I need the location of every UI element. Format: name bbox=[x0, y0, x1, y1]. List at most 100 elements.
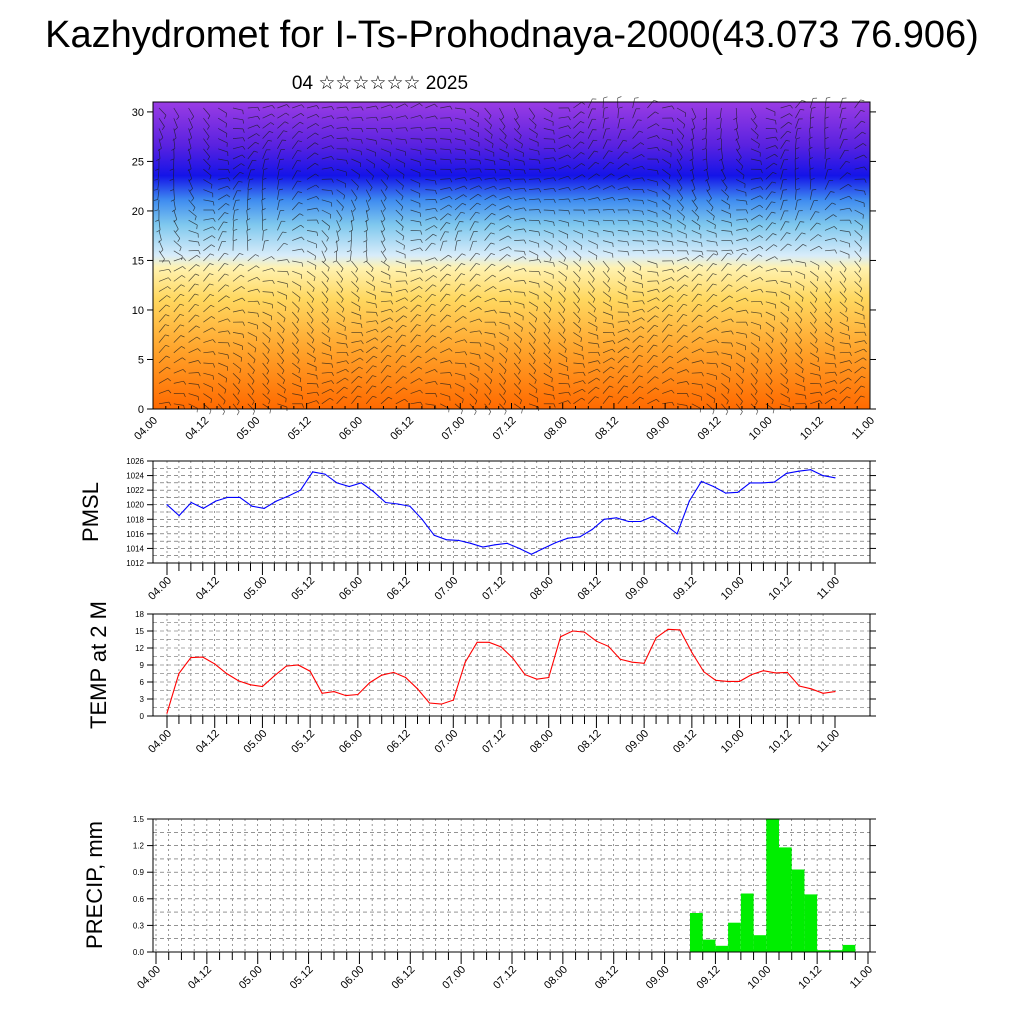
wind-barb-flag bbox=[157, 239, 162, 243]
wind-barb-flag bbox=[272, 292, 275, 297]
wind-barb bbox=[647, 355, 654, 364]
wind-barb bbox=[573, 311, 581, 320]
wind-barb bbox=[750, 195, 761, 201]
wind-barb bbox=[721, 352, 732, 356]
wind-barb bbox=[736, 309, 747, 313]
wind-barb bbox=[277, 311, 286, 319]
wind-barb-flag bbox=[812, 189, 817, 191]
wind-barb-flag bbox=[434, 103, 438, 108]
wind-barb-flag bbox=[449, 384, 452, 389]
wind-barb bbox=[676, 265, 686, 272]
wind-barb-flag bbox=[300, 113, 305, 117]
wind-barb bbox=[158, 277, 169, 282]
wind-barb-flag bbox=[297, 180, 302, 183]
wind-barb-flag bbox=[818, 265, 820, 270]
wind-barb bbox=[824, 342, 835, 348]
wind-barb-flag bbox=[346, 160, 348, 165]
wind-barb-flag bbox=[612, 220, 615, 225]
wind-barb bbox=[647, 179, 658, 183]
wind-barb-flag bbox=[551, 378, 553, 383]
wind-barb bbox=[365, 355, 374, 364]
cs-x-tick-label: 05.00 bbox=[235, 415, 263, 443]
wind-barb-flag bbox=[833, 214, 837, 218]
wind-barb bbox=[395, 148, 406, 153]
wind-barb bbox=[780, 362, 788, 371]
wind-barb-flag bbox=[848, 184, 852, 187]
wind-barb-flag bbox=[582, 222, 585, 227]
wind-barb-flag bbox=[477, 378, 479, 383]
wind-barb bbox=[543, 198, 554, 201]
wind-barb bbox=[632, 219, 643, 222]
wind-barb bbox=[291, 301, 300, 310]
wind-barb-flag bbox=[844, 149, 849, 152]
wind-barb bbox=[203, 244, 212, 252]
wind-barb bbox=[587, 119, 593, 129]
wind-barb bbox=[558, 198, 569, 201]
wind-barb bbox=[410, 268, 421, 272]
wind-barb-flag bbox=[604, 106, 608, 109]
wind-barb-flag bbox=[255, 254, 260, 257]
wind-barb-flag bbox=[224, 389, 227, 394]
wind-barb-flag bbox=[684, 225, 686, 230]
wind-barb-flag bbox=[656, 272, 659, 277]
wind-barb-flag bbox=[464, 177, 468, 181]
wind-barb-flag bbox=[859, 258, 862, 262]
wind-barb bbox=[425, 207, 436, 211]
wind-barb bbox=[469, 273, 477, 282]
wind-barb bbox=[824, 301, 832, 310]
wind-barb-flag bbox=[518, 390, 522, 395]
wind-barb bbox=[425, 242, 432, 252]
wind-barb-flag bbox=[403, 245, 405, 250]
wind-barb bbox=[721, 169, 727, 179]
wind-barb bbox=[558, 154, 568, 160]
wind-barb-flag bbox=[595, 161, 600, 165]
wind-barb bbox=[602, 270, 610, 279]
wind-barb-flag bbox=[608, 288, 611, 293]
wind-barb bbox=[469, 211, 477, 221]
wind-barb bbox=[736, 286, 745, 292]
wind-barb-flag bbox=[734, 127, 738, 131]
wind-barb-flag bbox=[701, 251, 704, 256]
wind-barb-flag bbox=[563, 339, 566, 344]
wind-barb bbox=[824, 148, 826, 160]
wind-barb-flag bbox=[503, 401, 507, 405]
wind-barb bbox=[750, 372, 758, 382]
precip-x-tick-label: 07.12 bbox=[491, 964, 519, 992]
wind-barb-flag bbox=[815, 339, 818, 344]
wind-barb bbox=[662, 138, 672, 143]
wind-barb-flag bbox=[224, 273, 229, 276]
wind-barb-flag bbox=[420, 260, 423, 265]
wind-barb bbox=[587, 270, 595, 280]
wind-barb bbox=[602, 219, 614, 222]
wind-barb-flag bbox=[477, 193, 482, 197]
wind-barb-flag bbox=[834, 237, 838, 242]
wind-barb bbox=[854, 230, 863, 238]
wind-barb bbox=[306, 162, 316, 170]
wind-barb bbox=[351, 179, 359, 187]
wind-barb bbox=[573, 371, 584, 374]
wind-barb bbox=[291, 311, 300, 320]
wind-barb bbox=[765, 291, 776, 293]
wind-barb-flag bbox=[479, 160, 482, 165]
wind-barb-flag bbox=[187, 168, 192, 172]
wind-barb bbox=[662, 249, 673, 252]
wind-barb bbox=[750, 204, 760, 211]
wind-barb-flag bbox=[671, 277, 675, 281]
wind-barb-flag bbox=[860, 395, 865, 398]
wind-barb-flag bbox=[824, 116, 829, 119]
wind-barb bbox=[514, 207, 524, 211]
wind-barb-flag bbox=[478, 306, 482, 310]
wind-barb bbox=[173, 118, 178, 128]
pmsl-x-tick-label: 08.12 bbox=[576, 575, 604, 603]
wind-barb-flag bbox=[329, 397, 334, 401]
wind-barb bbox=[721, 393, 729, 402]
wind-barb bbox=[336, 360, 347, 364]
wind-barb-flag bbox=[213, 209, 216, 214]
wind-barb bbox=[395, 398, 405, 405]
wind-barb-flag bbox=[296, 340, 299, 344]
temp-x-tick-label: 09.00 bbox=[623, 728, 651, 756]
wind-barb-flag bbox=[507, 215, 512, 219]
wind-barb-flag bbox=[612, 348, 616, 353]
wind-barb bbox=[809, 301, 817, 310]
wind-barb bbox=[528, 178, 540, 180]
